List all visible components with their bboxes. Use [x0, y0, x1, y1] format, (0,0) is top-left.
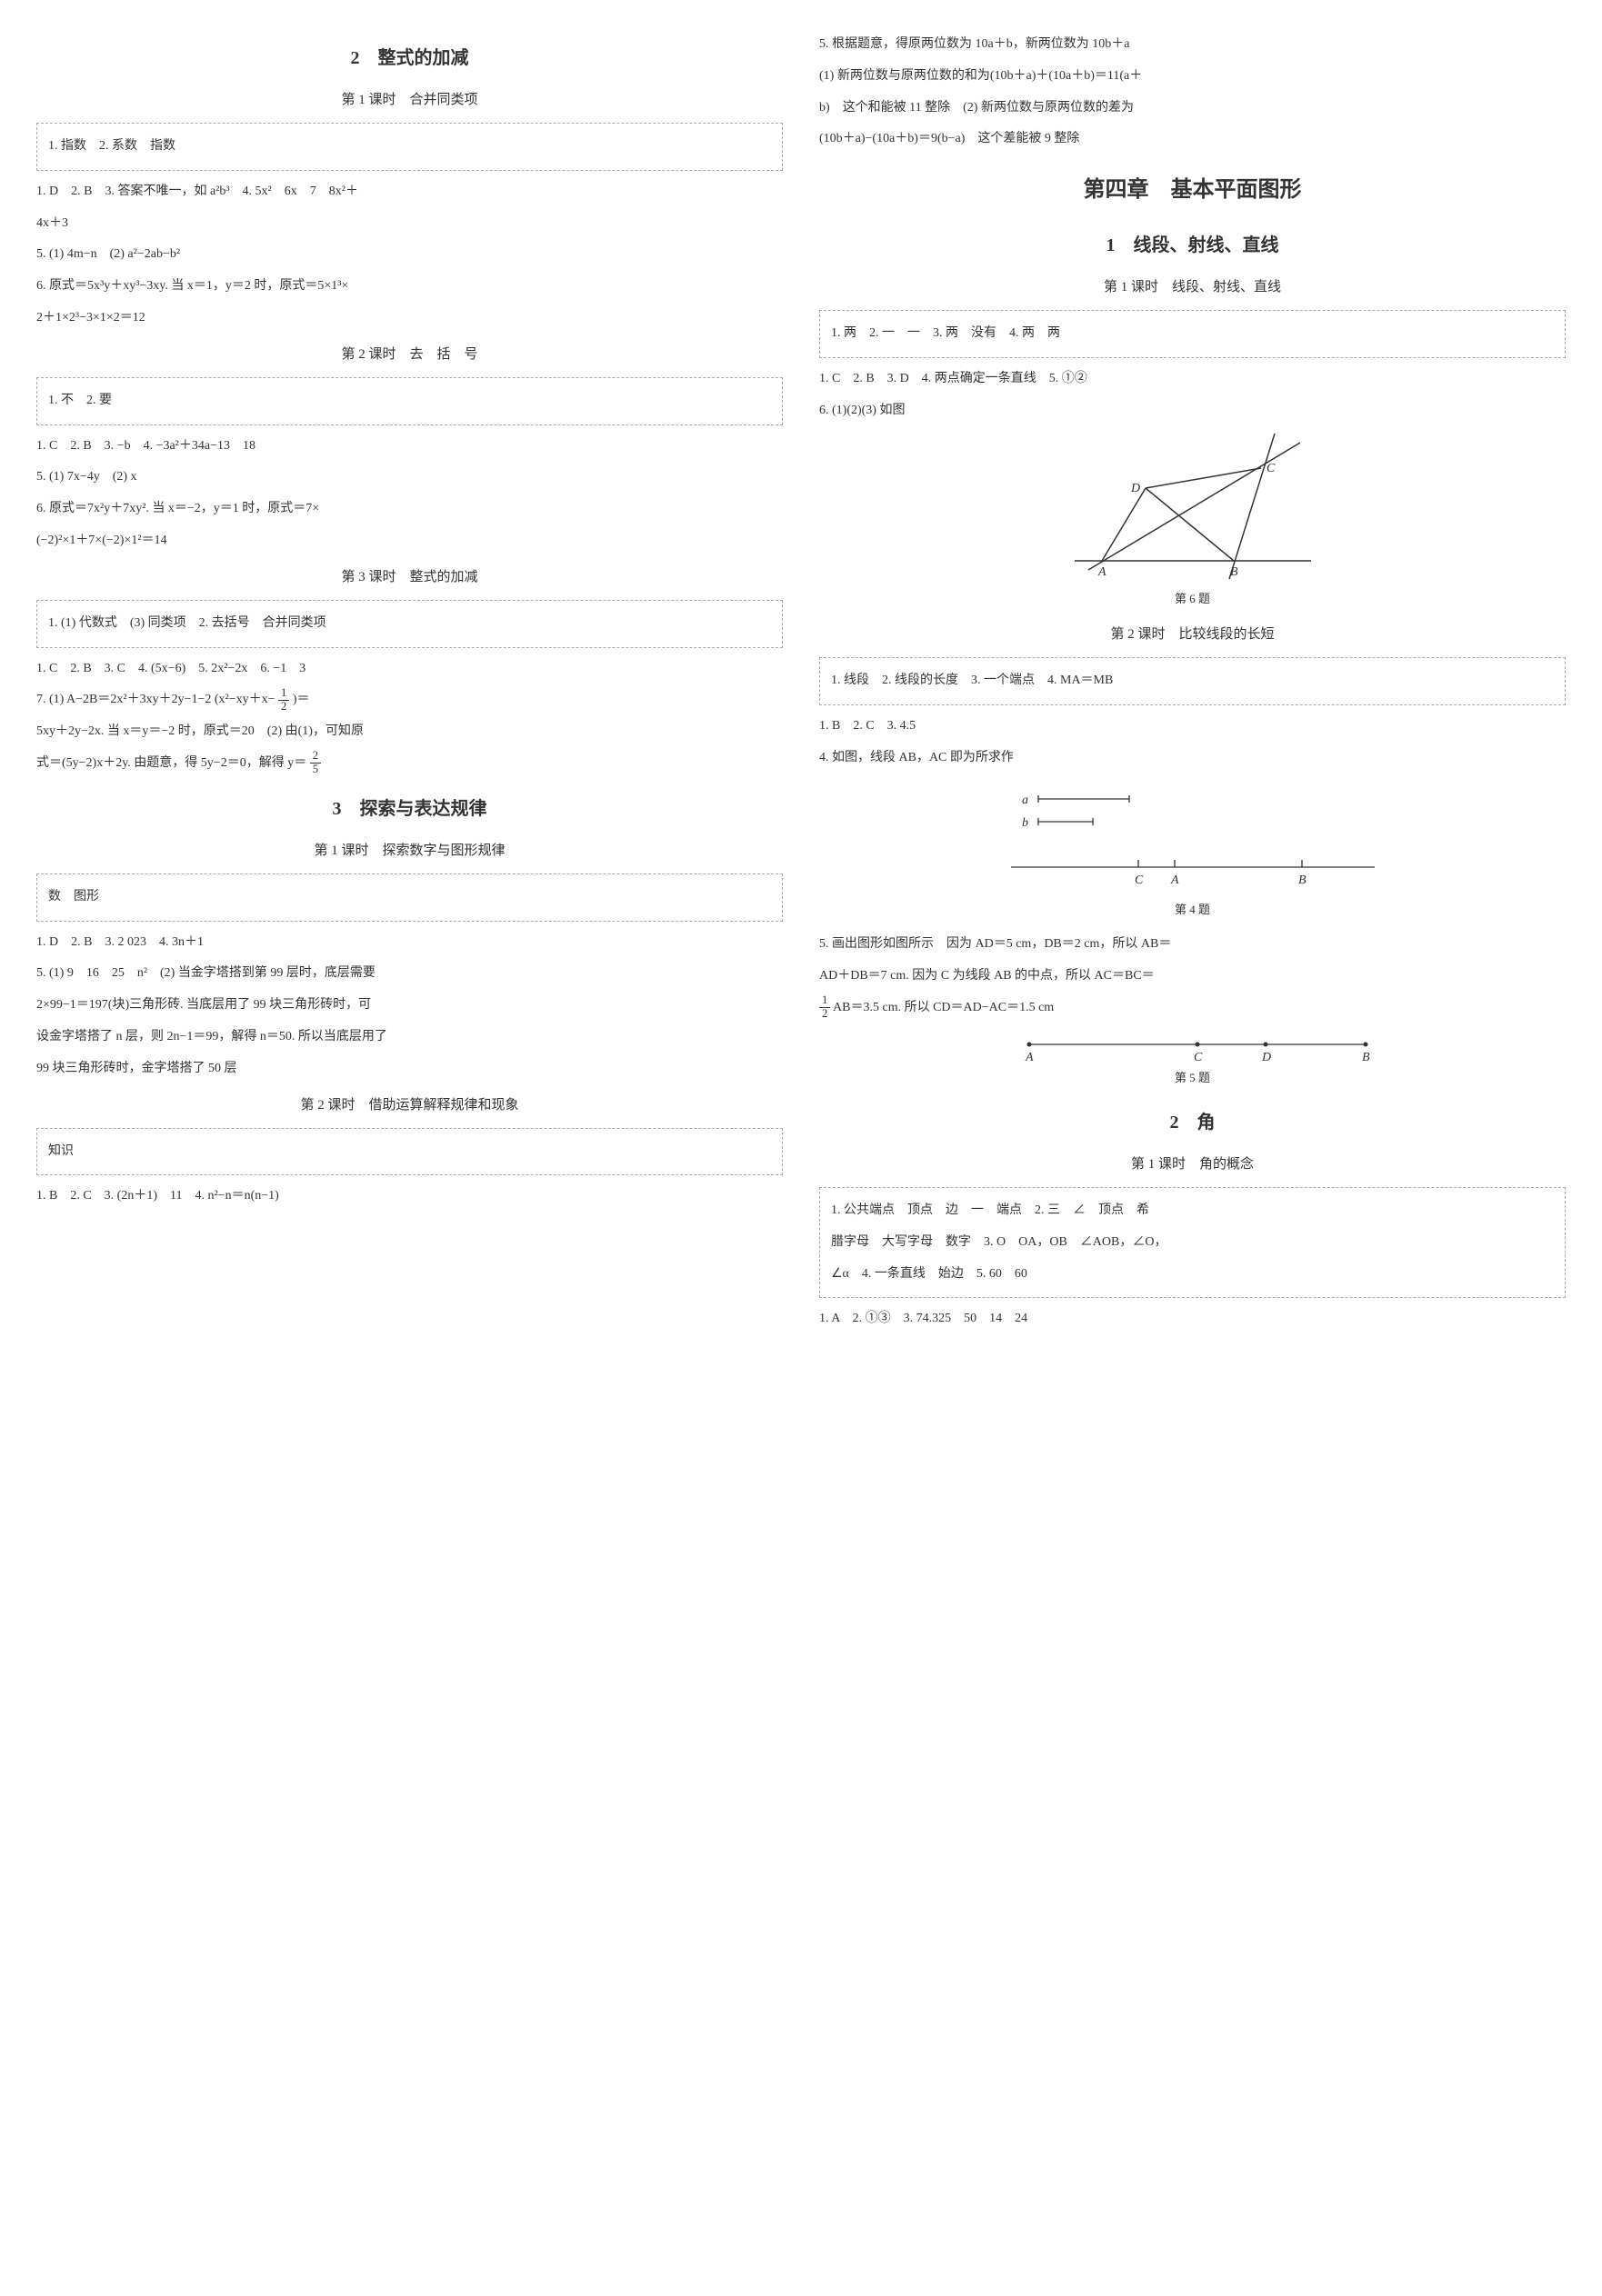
- answer-line: 5. (1) 7x−4y (2) x: [36, 464, 783, 492]
- figure-5: ACDB: [1002, 1031, 1384, 1067]
- text: 式＝(5y−2)x＋2y. 由题意，得 5y−2＝0，解得 y＝: [36, 756, 306, 770]
- answer-line: 7. (1) A−2B＝2x²＋3xy＋2y−1−2 (x²−xy＋x− 12 …: [36, 686, 783, 714]
- answer-line: AD＋DB＝7 cm. 因为 C 为线段 AB 的中点，所以 AC＝BC＝: [819, 963, 1566, 991]
- left-column: 2 整式的加减 第 1 课时 合并同类项 1. 指数 2. 系数 指数 1. D…: [36, 27, 783, 1337]
- answer-line: 1. C 2. B 3. −b 4. −3a²＋34a−13 18: [36, 433, 783, 461]
- svg-text:b: b: [1022, 816, 1028, 830]
- page: 2 整式的加减 第 1 课时 合并同类项 1. 指数 2. 系数 指数 1. D…: [36, 27, 1566, 1337]
- svg-text:B: B: [1298, 873, 1307, 887]
- answer-line: b) 这个和能被 11 整除 (2) 新两位数与原两位数的差为: [819, 95, 1566, 123]
- svg-text:D: D: [1130, 482, 1140, 495]
- answer-line: 式＝(5y−2)x＋2y. 由题意，得 5y−2＝0，解得 y＝ 25: [36, 750, 783, 778]
- c4-section1-title: 1 线段、射线、直线: [819, 225, 1566, 265]
- box-text: 腊字母 大写字母 数字 3. O OA，OB ∠AOB，∠O，: [831, 1229, 1554, 1257]
- svg-text:A: A: [1025, 1051, 1034, 1064]
- figure-4-caption: 第 4 题: [819, 897, 1566, 923]
- fraction: 25: [310, 750, 321, 776]
- box-text: 1. 两 2. 一 一 3. 两 没有 4. 两 两: [831, 320, 1554, 348]
- s2-l2-box: 1. 不 2. 要: [36, 377, 783, 425]
- answer-line: 2×99−1＝197(块)三角形砖. 当底层用了 99 块三角形砖时，可: [36, 992, 783, 1020]
- c4s2-lesson1-title: 第 1 课时 角的概念: [819, 1150, 1566, 1180]
- c4s1-lesson2-title: 第 2 课时 比较线段的长短: [819, 620, 1566, 650]
- svg-text:B: B: [1230, 565, 1238, 579]
- figure-6: A B C D: [1066, 434, 1320, 588]
- s3-lesson1-title: 第 1 课时 探索数字与图形规律: [36, 836, 783, 866]
- box-text: 数 图形: [48, 883, 771, 912]
- s2-lesson2-title: 第 2 课时 去 括 号: [36, 340, 783, 370]
- text: )＝: [293, 693, 310, 706]
- answer-line: 1. A 2. ①③ 3. 74.325 50 14 24: [819, 1305, 1566, 1333]
- answer-line: 12 AB＝3.5 cm. 所以 CD＝AD−AC＝1.5 cm: [819, 994, 1566, 1023]
- answer-line: 5. 画出图形如图所示 因为 AD＝5 cm，DB＝2 cm，所以 AB＝: [819, 931, 1566, 959]
- box-text: ∠α 4. 一条直线 始边 5. 60 60: [831, 1261, 1554, 1289]
- box-text: 1. 指数 2. 系数 指数: [48, 133, 771, 161]
- answer-line: (10b＋a)−(10a＋b)＝9(b−a) 这个差能被 9 整除: [819, 125, 1566, 154]
- s3-l2-box: 知识: [36, 1128, 783, 1176]
- answer-line: 5. 根据题意，得原两位数为 10a＋b，新两位数为 10b＋a: [819, 31, 1566, 59]
- s3-lesson2-title: 第 2 课时 借助运算解释规律和现象: [36, 1091, 783, 1121]
- answer-line: 5xy＋2y−2x. 当 x＝y＝−2 时，原式＝20 (2) 由(1)，可知原: [36, 718, 783, 746]
- answer-line: 2＋1×2³−3×1×2＝12: [36, 304, 783, 333]
- figure-6-caption: 第 6 题: [819, 586, 1566, 613]
- text: 7. (1) A−2B＝2x²＋3xy＋2y−1−2 (x²−xy＋x−: [36, 693, 275, 706]
- answer-line: (−2)²×1＋7×(−2)×1²＝14: [36, 527, 783, 555]
- svg-text:C: C: [1135, 873, 1144, 887]
- section-3-title: 3 探索与表达规律: [36, 789, 783, 829]
- answer-line: 6. (1)(2)(3) 如图: [819, 397, 1566, 425]
- answer-line: 6. 原式＝5x³y＋xy³−3xy. 当 x＝1，y＝2 时，原式＝5×1³×: [36, 273, 783, 301]
- section-2-title: 2 整式的加减: [36, 38, 783, 78]
- answer-line: 5. (1) 4m−n (2) a²−2ab−b²: [36, 241, 783, 269]
- box-text: 1. 线段 2. 线段的长度 3. 一个端点 4. MA＝MB: [831, 667, 1554, 695]
- fraction: 12: [278, 687, 289, 714]
- answer-line: 设金字塔搭了 n 层，则 2n−1＝99，解得 n＝50. 所以当底层用了: [36, 1023, 783, 1052]
- figure-4: ab C A B: [1002, 781, 1384, 899]
- answer-line: 1. D 2. B 3. 答案不唯一，如 a²b³ 4. 5x² 6x 7 8x…: [36, 178, 783, 206]
- s3-l1-box: 数 图形: [36, 873, 783, 922]
- answer-line: 1. B 2. C 3. (2n＋1) 11 4. n²−n＝n(n−1): [36, 1183, 783, 1211]
- answer-line: 1. B 2. C 3. 4.5: [819, 713, 1566, 741]
- answer-line: (1) 新两位数与原两位数的和为(10b＋a)＋(10a＋b)＝11(a＋: [819, 63, 1566, 91]
- text: AB＝3.5 cm. 所以 CD＝AD−AC＝1.5 cm: [833, 1001, 1054, 1014]
- box-text: 知识: [48, 1138, 771, 1166]
- s2-lesson1-title: 第 1 课时 合并同类项: [36, 85, 783, 115]
- answer-line: 99 块三角形砖时，金字塔搭了 50 层: [36, 1055, 783, 1083]
- c4s2-l1-box: 1. 公共端点 顶点 边 一 端点 2. 三 ∠ 顶点 希 腊字母 大写字母 数…: [819, 1187, 1566, 1298]
- c4s1-l2-box: 1. 线段 2. 线段的长度 3. 一个端点 4. MA＝MB: [819, 657, 1566, 705]
- c4s1-l1-box: 1. 两 2. 一 一 3. 两 没有 4. 两 两: [819, 310, 1566, 358]
- box-text: 1. (1) 代数式 (3) 同类项 2. 去括号 合并同类项: [48, 610, 771, 638]
- svg-text:A: A: [1170, 873, 1179, 887]
- svg-text:a: a: [1022, 794, 1028, 807]
- box-text: 1. 不 2. 要: [48, 387, 771, 415]
- s2-l3-box: 1. (1) 代数式 (3) 同类项 2. 去括号 合并同类项: [36, 600, 783, 648]
- c4-section2-title: 2 角: [819, 1103, 1566, 1143]
- s2-lesson3-title: 第 3 课时 整式的加减: [36, 563, 783, 593]
- answer-line: 6. 原式＝7x²y＋7xy². 当 x＝−2，y＝1 时，原式＝7×: [36, 495, 783, 524]
- answer-line: 1. D 2. B 3. 2 023 4. 3n＋1: [36, 929, 783, 957]
- svg-text:B: B: [1362, 1051, 1370, 1064]
- svg-text:D: D: [1261, 1051, 1271, 1064]
- answer-line: 1. C 2. B 3. C 4. (5x−6) 5. 2x²−2x 6. −1…: [36, 655, 783, 684]
- answer-line: 4x＋3: [36, 210, 783, 238]
- s2-l1-box: 1. 指数 2. 系数 指数: [36, 123, 783, 171]
- answer-line: 1. C 2. B 3. D 4. 两点确定一条直线 5. ①②: [819, 365, 1566, 394]
- answer-line: 4. 如图，线段 AB，AC 即为所求作: [819, 744, 1566, 773]
- svg-text:A: A: [1097, 565, 1106, 579]
- svg-text:C: C: [1267, 462, 1276, 475]
- svg-text:C: C: [1194, 1051, 1203, 1064]
- fraction: 12: [819, 994, 830, 1021]
- figure-5-caption: 第 5 题: [819, 1065, 1566, 1092]
- answer-line: 5. (1) 9 16 25 n² (2) 当金字塔搭到第 99 层时，底层需要: [36, 960, 783, 988]
- chapter-4-title: 第四章 基本平面图形: [819, 166, 1566, 215]
- box-text: 1. 公共端点 顶点 边 一 端点 2. 三 ∠ 顶点 希: [831, 1197, 1554, 1225]
- right-column: 5. 根据题意，得原两位数为 10a＋b，新两位数为 10b＋a (1) 新两位…: [819, 27, 1566, 1337]
- c4s1-lesson1-title: 第 1 课时 线段、射线、直线: [819, 273, 1566, 303]
